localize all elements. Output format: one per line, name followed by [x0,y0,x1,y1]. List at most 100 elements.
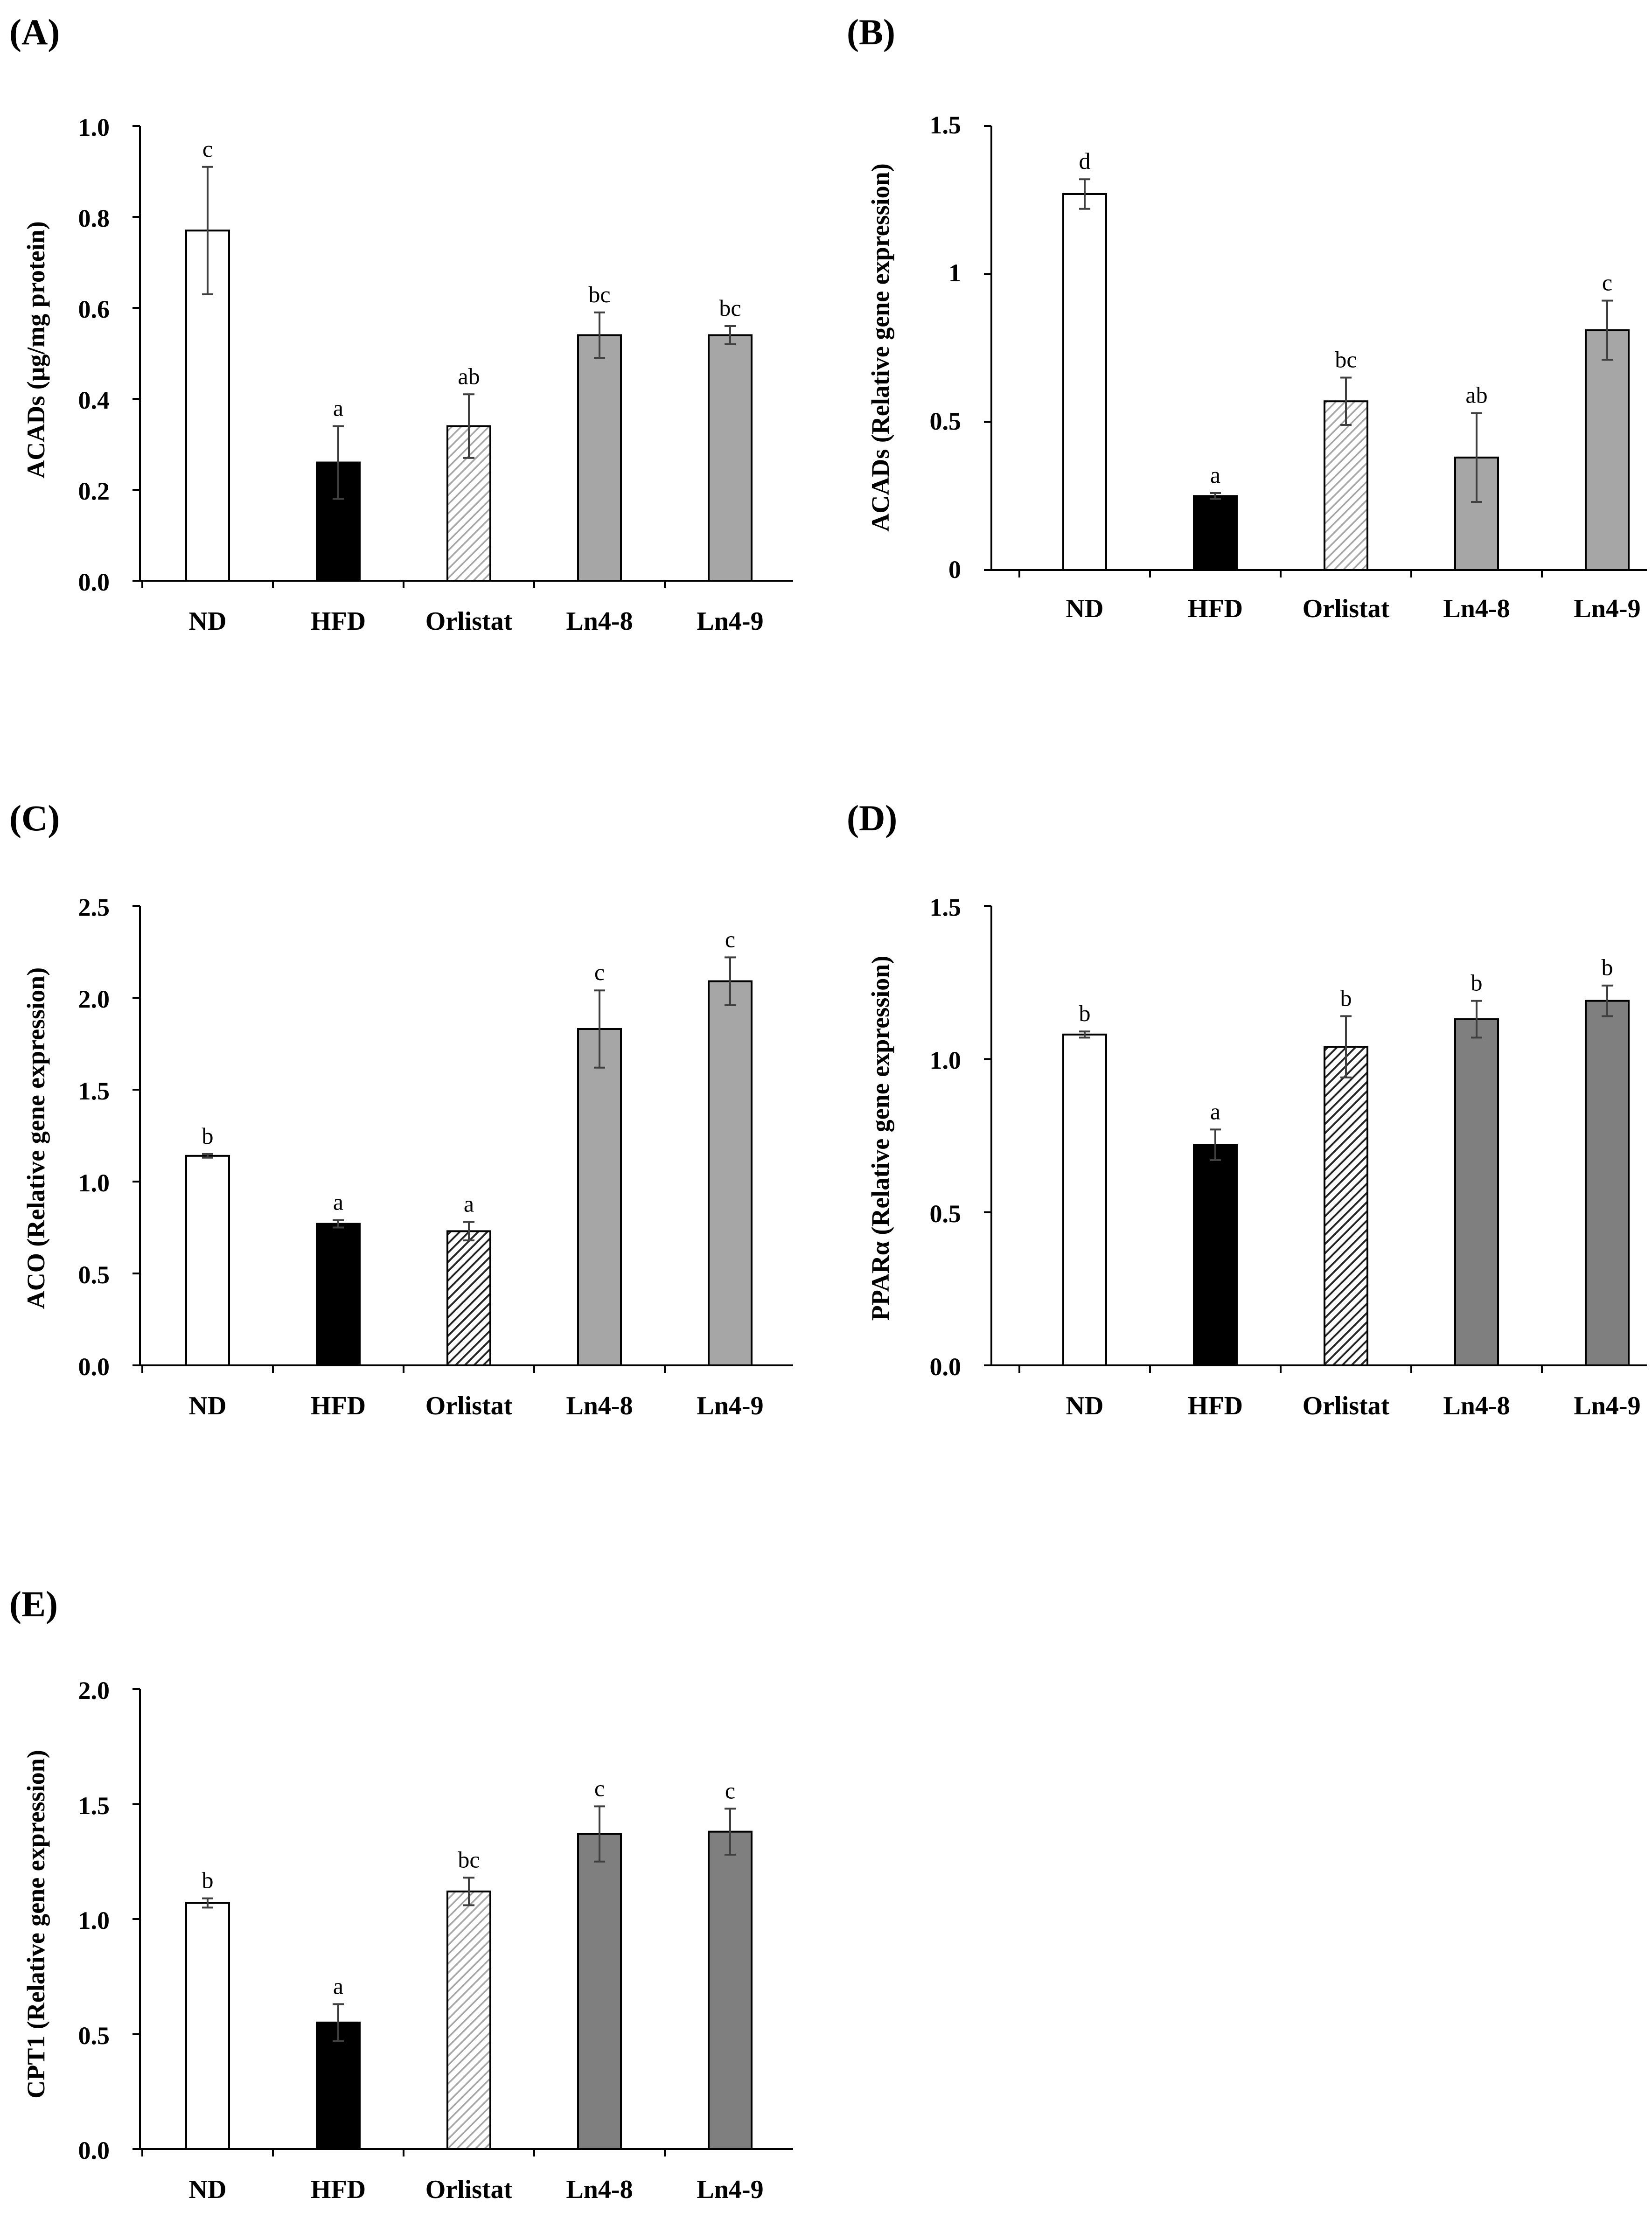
panel-label-c: (C) [9,798,60,838]
bar-orlistat [446,1230,491,1366]
y-tick-label: 0.4 [78,386,110,414]
bar-ln4-9 [708,334,753,582]
significance-label: b [202,1867,214,1893]
bar-nd [185,230,230,582]
x-category-label: Ln4-8 [566,607,633,636]
y-tick-label: 1.5 [78,1792,110,1820]
x-category-label: HFD [1188,594,1243,623]
bar-ln4-9 [708,1830,753,2150]
x-category-label: Orlistat [425,2175,513,2204]
x-category-label: ND [1066,594,1104,623]
y-tick-label: 0.5 [78,2022,110,2050]
x-category-label: ND [189,607,227,636]
x-category-label: ND [189,1391,227,1420]
panel-label-b: (B) [847,12,895,52]
x-category-label: Ln4-8 [1443,1391,1510,1420]
x-category-label: HFD [311,607,366,636]
bar-nd [1062,193,1107,571]
x-category-label: Ln4-8 [566,1391,633,1420]
y-tick-label: 0.0 [78,2136,110,2164]
y-tick-label: 0.5 [930,1200,962,1228]
significance-label: b [202,1123,214,1149]
significance-label: c [725,1777,735,1803]
significance-label: a [333,395,343,421]
y-tick-label: 1.0 [78,113,110,141]
bar-nd [185,1902,230,2150]
panel-label-a: (A) [9,12,60,52]
x-category-label: Orlistat [425,1391,513,1420]
bar-hfd [1193,495,1238,571]
bar-ln4-9 [1585,329,1630,571]
significance-label: c [202,136,213,162]
chart-panel-e: (E) CPT1 (Relative gene expression) ND H… [9,1584,793,2204]
significance-label: bc [588,281,610,307]
significance-label: bc [1335,346,1357,372]
x-category-label: Ln4-8 [1443,594,1510,623]
y-tick-label: 0.5 [78,1261,110,1289]
significance-label: bc [719,295,741,321]
y-tick-label: 0 [948,556,961,584]
significance-label: b [1471,970,1483,996]
significance-label: ab [1465,382,1487,408]
significance-label: ab [458,363,480,389]
y-tick-label: 2.0 [78,1676,110,1704]
x-category-label: Ln4-9 [697,1391,763,1420]
x-category-label: ND [1066,1391,1104,1420]
x-category-label: Ln4-9 [1574,594,1640,623]
chart-panel-b: (B) ACADs (Relative gene expression) ND … [847,12,1647,623]
x-category-label: Orlistat [425,607,513,636]
significance-label: b [1602,954,1613,981]
bar-orlistat [1324,1046,1368,1366]
y-axis-label-e: CPT1 (Relative gene expression) [22,1750,50,2098]
significance-label: a [333,1973,343,1999]
bar-nd [1062,1033,1107,1367]
y-tick-label: 1.5 [930,893,962,921]
x-category-label: Ln4-9 [1574,1391,1640,1420]
significance-label: d [1079,148,1091,174]
significance-label: c [594,959,605,985]
bar-ln4-9 [708,980,753,1367]
bar-ln4-8 [1454,1018,1499,1366]
x-category-label: HFD [311,2175,366,2204]
bar-hfd [316,2021,361,2150]
y-tick-label: 2.5 [78,893,110,921]
y-tick-label: 1.5 [78,1077,110,1105]
y-axis-label-b: ACADs (Relative gene expression) [866,163,894,531]
y-tick-label: 0.6 [78,295,110,323]
chart-panel-c: (C) ACO (Relative gene expression) ND HF… [9,798,793,1420]
chart-panel-d: (D) PPARα (Relative gene expression) ND … [847,798,1647,1420]
y-tick-label: 1 [948,259,961,287]
x-category-label: HFD [311,1391,366,1420]
x-category-label: Ln4-8 [566,2175,633,2204]
y-tick-label: 0.0 [78,1353,110,1381]
y-tick-label: 1.0 [78,1169,110,1197]
panel-label-e: (E) [9,1584,58,1624]
panel-label-d: (D) [847,798,897,838]
significance-label: a [464,1191,474,1217]
x-category-label: ND [189,2175,227,2204]
y-axis-label-c: ACO (Relative gene expression) [22,967,50,1309]
significance-label: c [1602,269,1612,295]
bar-ln4-8 [577,1028,622,1366]
bar-orlistat [446,1890,491,2150]
x-category-label: Orlistat [1303,594,1390,623]
chart-panel-a: (A) ACADs (μg/mg protein) ND HFD Orlista… [9,12,793,636]
bar-orlistat [1324,400,1368,571]
bar-hfd [1193,1144,1238,1366]
significance-label: c [725,926,735,952]
bar-hfd [316,1223,361,1367]
y-tick-label: 0.2 [78,477,110,505]
y-tick-label: 2.0 [78,985,110,1013]
x-category-label: HFD [1188,1391,1243,1420]
bar-ln4-8 [577,1833,622,2150]
bar-nd [185,1155,230,1367]
bar-ln4-8 [577,334,622,582]
significance-label: a [1210,462,1220,488]
x-category-label: Orlistat [1303,1391,1390,1420]
significance-label: b [1079,1000,1091,1026]
x-category-label: Ln4-9 [697,2175,763,2204]
y-tick-label: 0.0 [930,1353,962,1381]
y-tick-label: 0.0 [78,568,110,596]
y-tick-label: 1.0 [930,1046,962,1074]
